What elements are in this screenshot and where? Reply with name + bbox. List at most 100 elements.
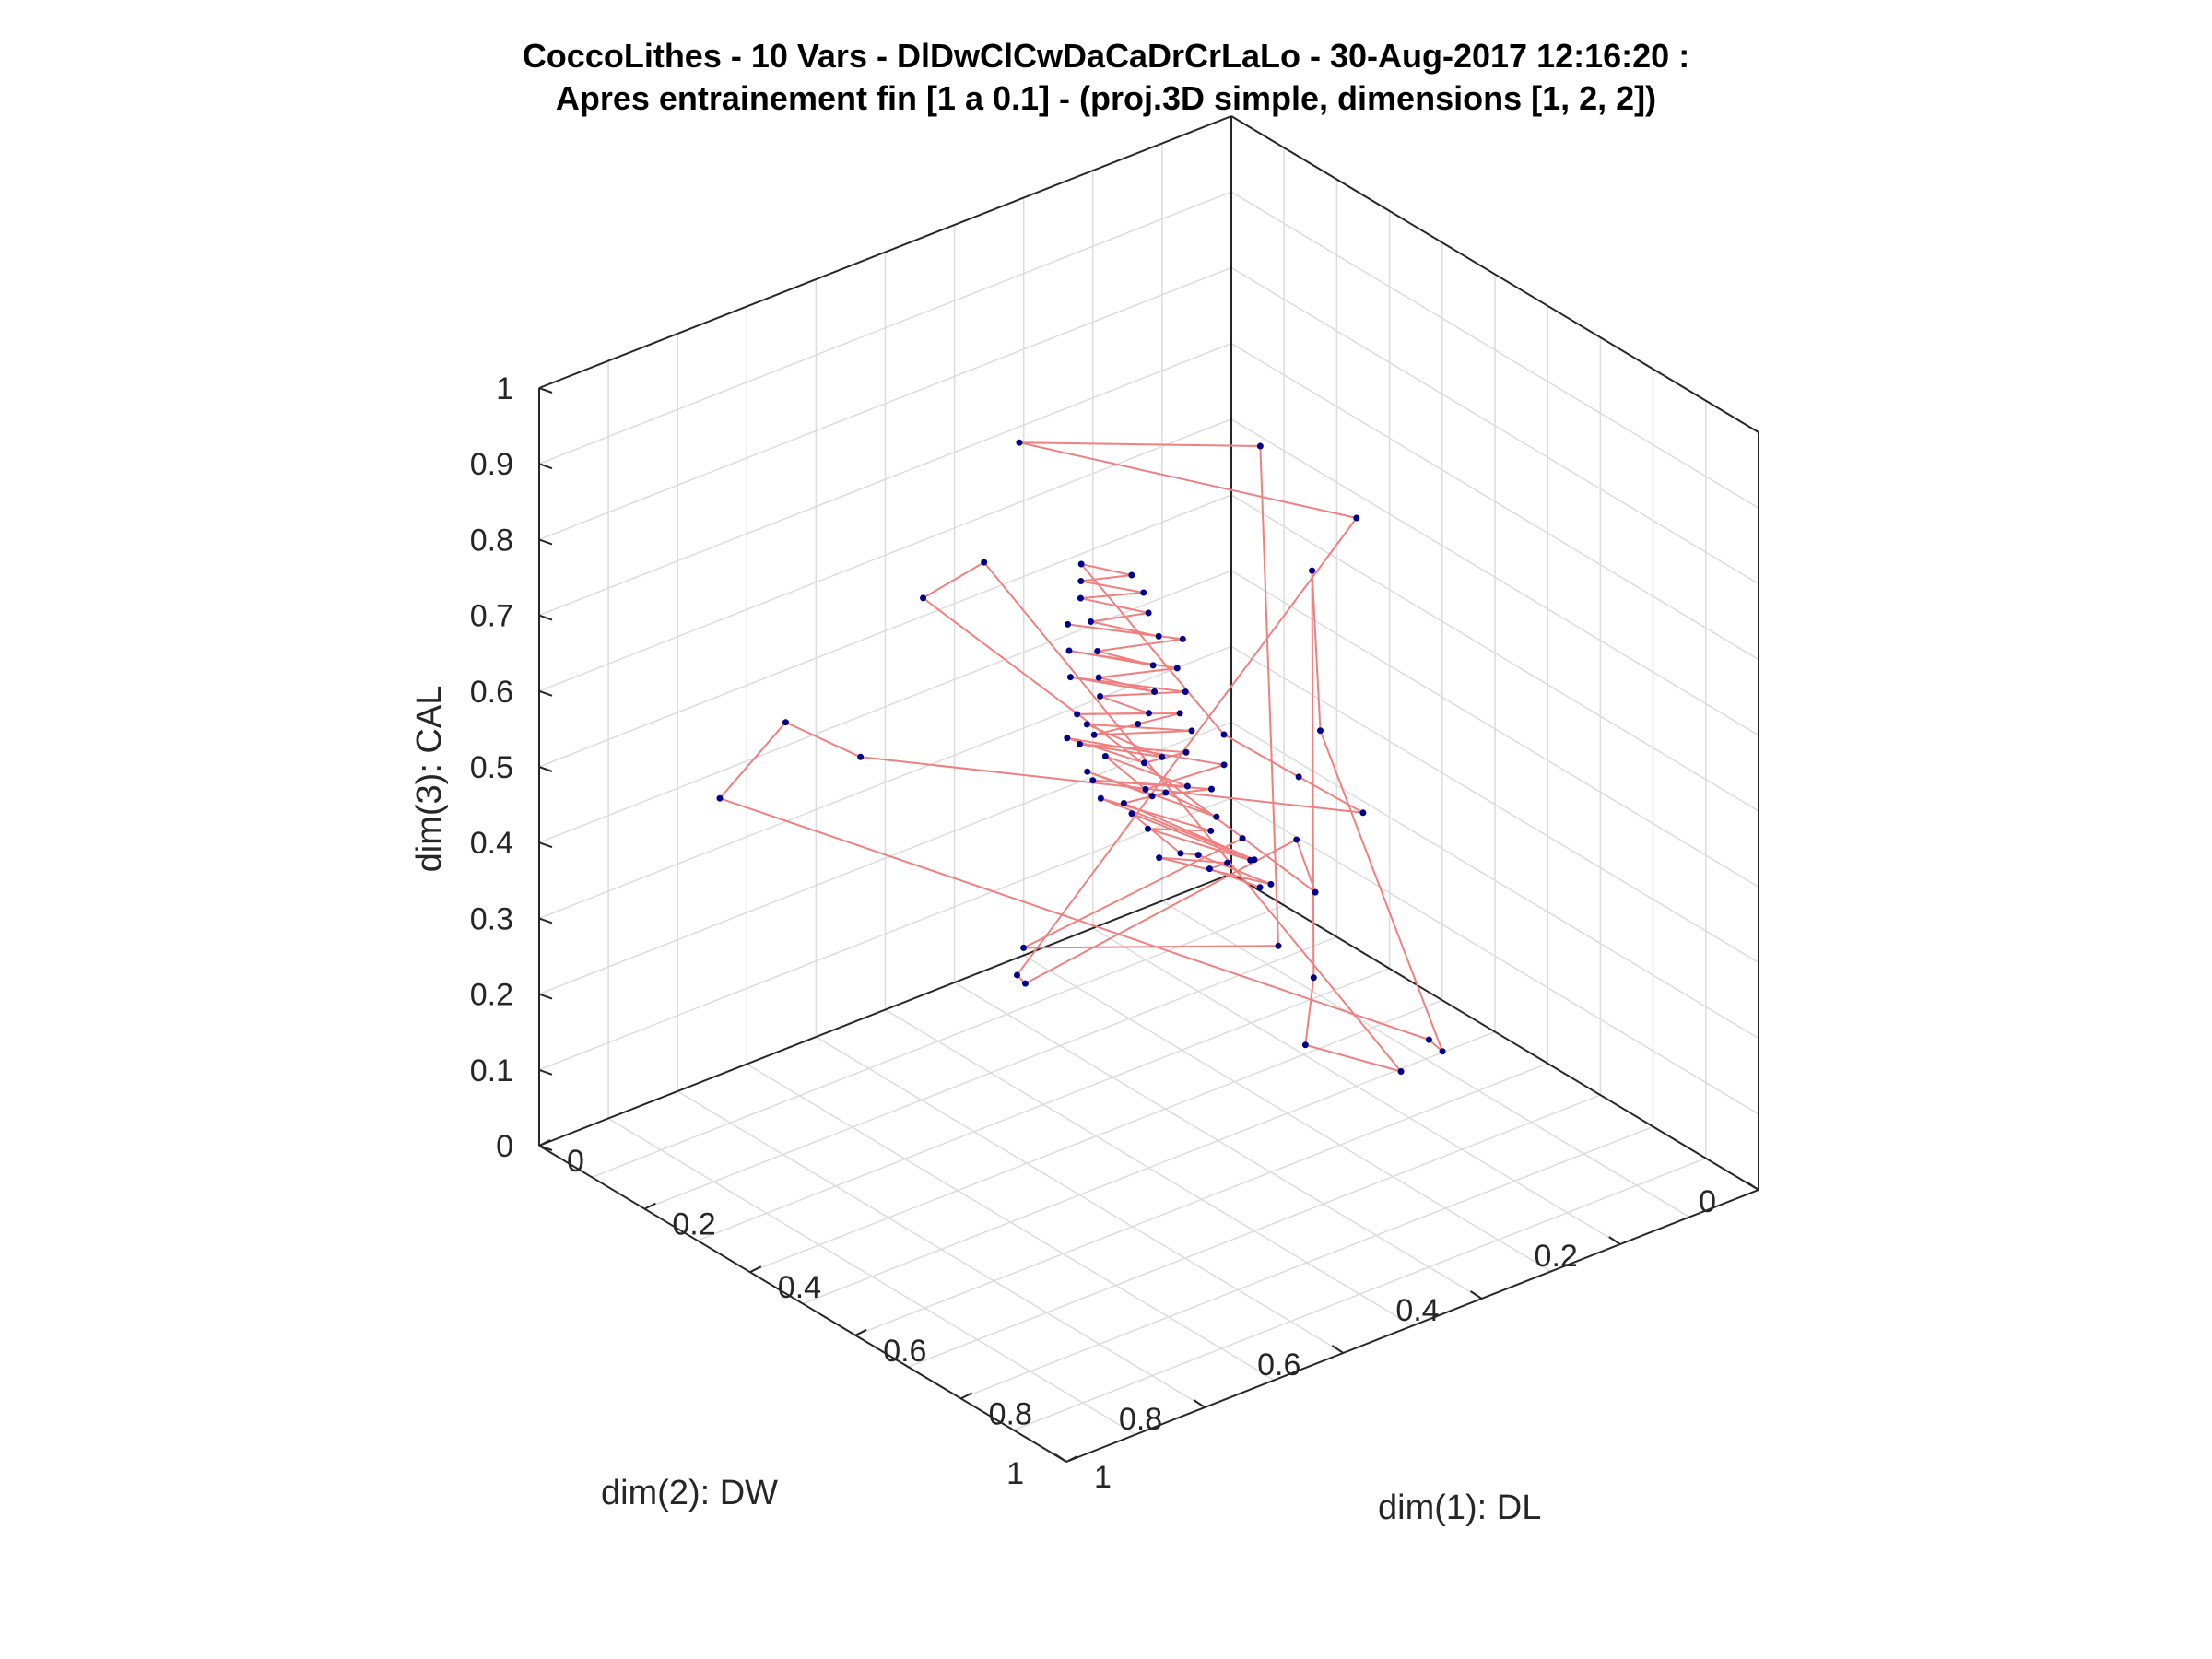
grid-line [538,570,1232,843]
data-point [1146,710,1152,717]
network-segment [1259,446,1280,947]
z-tick-mark [538,463,553,470]
data-point [1162,789,1170,796]
network-segment [719,797,1430,1041]
grid-line [1092,927,1621,1245]
network-segment [1097,650,1154,666]
z-tick-mark [538,993,553,1000]
z-axis-label: dim(3): CAL [410,686,449,873]
data-point [1144,825,1151,832]
network-segment [1080,592,1144,600]
x-tick-mark [1065,1455,1078,1463]
network-segment [1070,676,1155,693]
data-point [1397,1068,1405,1075]
grid-line [607,1117,1136,1436]
data-point [1077,594,1084,602]
data-point [857,753,865,760]
network-segment [1066,736,1225,766]
data-point [1088,618,1095,625]
grid-line [1230,570,1759,888]
data-point [1077,578,1085,585]
y-tick-mark [1608,1236,1621,1245]
grid-line [816,1036,1344,1354]
network-segment [1023,837,1243,949]
network-segment [785,721,862,759]
network-segment [1100,797,1212,832]
data-point [1151,688,1159,695]
network-segment [1023,945,1279,949]
network-segment [860,756,1363,814]
y-tick-mark [1054,1453,1067,1463]
y-tick-label: 0 [1699,1184,1716,1219]
network-segment [1090,611,1149,623]
grid-line [538,266,1232,541]
data-point [782,719,789,726]
data-point [1097,692,1104,700]
network-segment [1311,571,1322,731]
data-point [1083,721,1090,728]
network-segment [1068,650,1154,666]
data-point [1213,813,1220,820]
y-tick-mark [1331,1345,1344,1354]
grid-line [1230,797,1759,1115]
data-point [1207,827,1215,834]
data-point [1256,442,1264,450]
data-point [1155,632,1162,640]
z-tick-mark [538,387,553,394]
network-segment [1305,1043,1402,1073]
data-point [1149,662,1157,669]
data-point [1275,942,1282,949]
data-point [920,594,927,602]
data-point [1076,740,1083,747]
grid-line [538,191,1232,465]
network-segment [1016,517,1358,976]
x-tick-mark [854,1328,867,1336]
network-segment [1131,813,1182,854]
grid-line [1230,721,1759,1040]
data-point [1142,785,1149,793]
data-point [1095,674,1102,681]
data-point [981,559,988,566]
network-segment [1159,856,1272,886]
y-tick-label: 0.6 [1257,1347,1300,1382]
network-segment [1295,839,1316,893]
network-segment [1098,677,1155,693]
data-point [1094,647,1101,654]
grid-line [538,721,1232,995]
network-segment [1080,573,1132,582]
data-point [1016,439,1023,446]
data-point [1089,777,1097,784]
network-segment [1123,802,1255,861]
data-point [1021,980,1029,987]
x-tick-mark [643,1202,656,1210]
network-segment [1298,775,1364,814]
network-segment [982,561,1402,1073]
data-point [1310,974,1317,982]
z-tick-mark [538,1068,553,1076]
grid-line [1230,494,1759,812]
data-point [1141,759,1148,767]
axis-edge [1230,115,1759,433]
grid-line [538,342,1232,617]
grid-line [677,1090,1206,1408]
network-segment [1131,812,1252,862]
data-point [1135,720,1142,727]
network-segment [1223,734,1300,778]
z-tick-label: 1 [496,371,513,406]
grid-line [954,982,1482,1300]
tick-labels: 0 0.1 0.2 0.3 0.4 0.5 0.6 0.7 0.8 0.9 1 0 0.2 0.4 0.6 0… [470,371,1759,1495]
network-segment [1080,597,1149,614]
data-point [1301,1041,1309,1049]
z-tick-mark [538,841,553,849]
grid-line [1230,266,1759,585]
network-segment [719,722,787,799]
network-segment [1067,623,1159,638]
network-segment [1018,441,1358,519]
data-point [1224,859,1231,866]
z-tick-label: 0.7 [470,599,513,634]
data-point [1251,856,1258,864]
network-segment [1090,620,1159,638]
axis-edge [538,115,1232,389]
network-segment [1124,791,1167,805]
